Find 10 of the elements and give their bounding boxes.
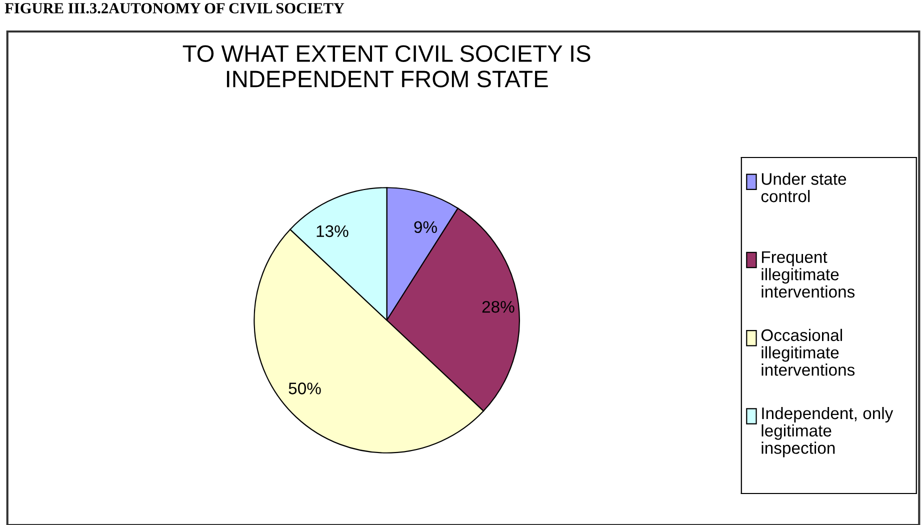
text: FIGURE III.3.2AUTONOMY OF CIVIL SOCIETY: [4, 3, 344, 14]
data-label: 9%: [414, 221, 437, 234]
data-label: 28%: [482, 300, 514, 313]
legend-label: Under state control: [761, 172, 846, 202]
chart-title: TO WHAT EXTENT CIVIL SOCIETY IS INDEPENDENT FROM STATE: [182, 45, 590, 88]
data-label: 50%: [288, 382, 321, 394]
data-label: 13%: [316, 225, 348, 238]
legend-label: Independent, only legitimate inspection: [762, 406, 894, 458]
legend-label: Frequent illegitimate interventions: [762, 251, 855, 298]
legend-label: Occasional illegitimate interventions: [761, 328, 855, 376]
